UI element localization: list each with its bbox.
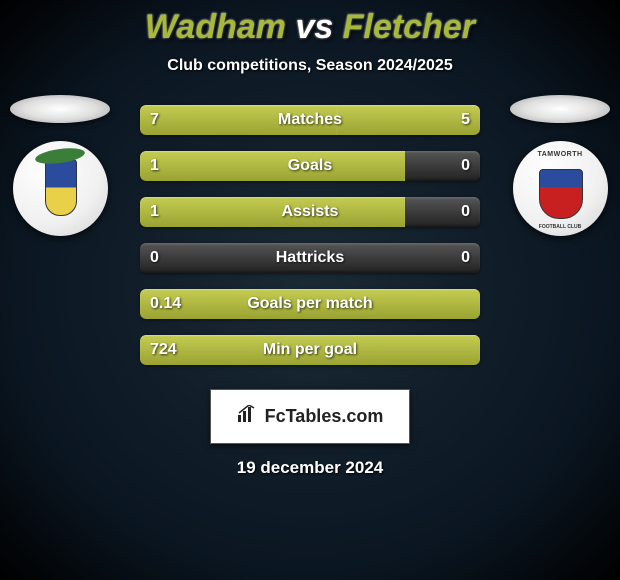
right-crest-subtext: FOOTBALL CLUB	[513, 224, 608, 230]
stat-value-right: 5	[461, 105, 470, 135]
stat-bar-row: 724Min per goal	[140, 335, 480, 365]
stat-bar-row: 1Assists0	[140, 197, 480, 227]
date-text: 19 december 2024	[0, 458, 620, 478]
right-player-silhouette	[510, 95, 610, 123]
stat-bars-container: 7Matches51Goals01Assists00Hattricks00.14…	[140, 105, 480, 381]
stat-label: Goals per match	[140, 289, 480, 319]
site-name: FcTables.com	[265, 406, 384, 427]
right-team-column: FOOTBALL CLUB	[510, 95, 610, 236]
stat-label: Assists	[140, 197, 480, 227]
site-badge: FcTables.com	[210, 389, 410, 444]
stat-value-right: 0	[461, 243, 470, 273]
player1-name: Wadham	[145, 8, 286, 46]
left-team-crest	[13, 141, 108, 236]
stat-bar-row: 7Matches5	[140, 105, 480, 135]
left-player-silhouette	[10, 95, 110, 123]
stat-label: Min per goal	[140, 335, 480, 365]
stat-bar-row: 0.14Goals per match	[140, 289, 480, 319]
stat-label: Goals	[140, 151, 480, 181]
player2-name: Fletcher	[343, 8, 475, 46]
stat-value-right: 0	[461, 197, 470, 227]
left-team-column	[10, 95, 110, 236]
stat-label: Matches	[140, 105, 480, 135]
content-area: FOOTBALL CLUB 7Matches51Goals01Assists00…	[0, 105, 620, 478]
right-team-crest: FOOTBALL CLUB	[513, 141, 608, 236]
chart-icon	[237, 405, 259, 428]
vs-text: vs	[295, 8, 333, 46]
stat-bar-row: 1Goals0	[140, 151, 480, 181]
subtitle: Club competitions, Season 2024/2025	[0, 57, 620, 75]
stat-label: Hattricks	[140, 243, 480, 273]
stat-value-right: 0	[461, 151, 470, 181]
stat-bar-row: 0Hattricks0	[140, 243, 480, 273]
comparison-title: Wadham vs Fletcher	[0, 0, 620, 47]
